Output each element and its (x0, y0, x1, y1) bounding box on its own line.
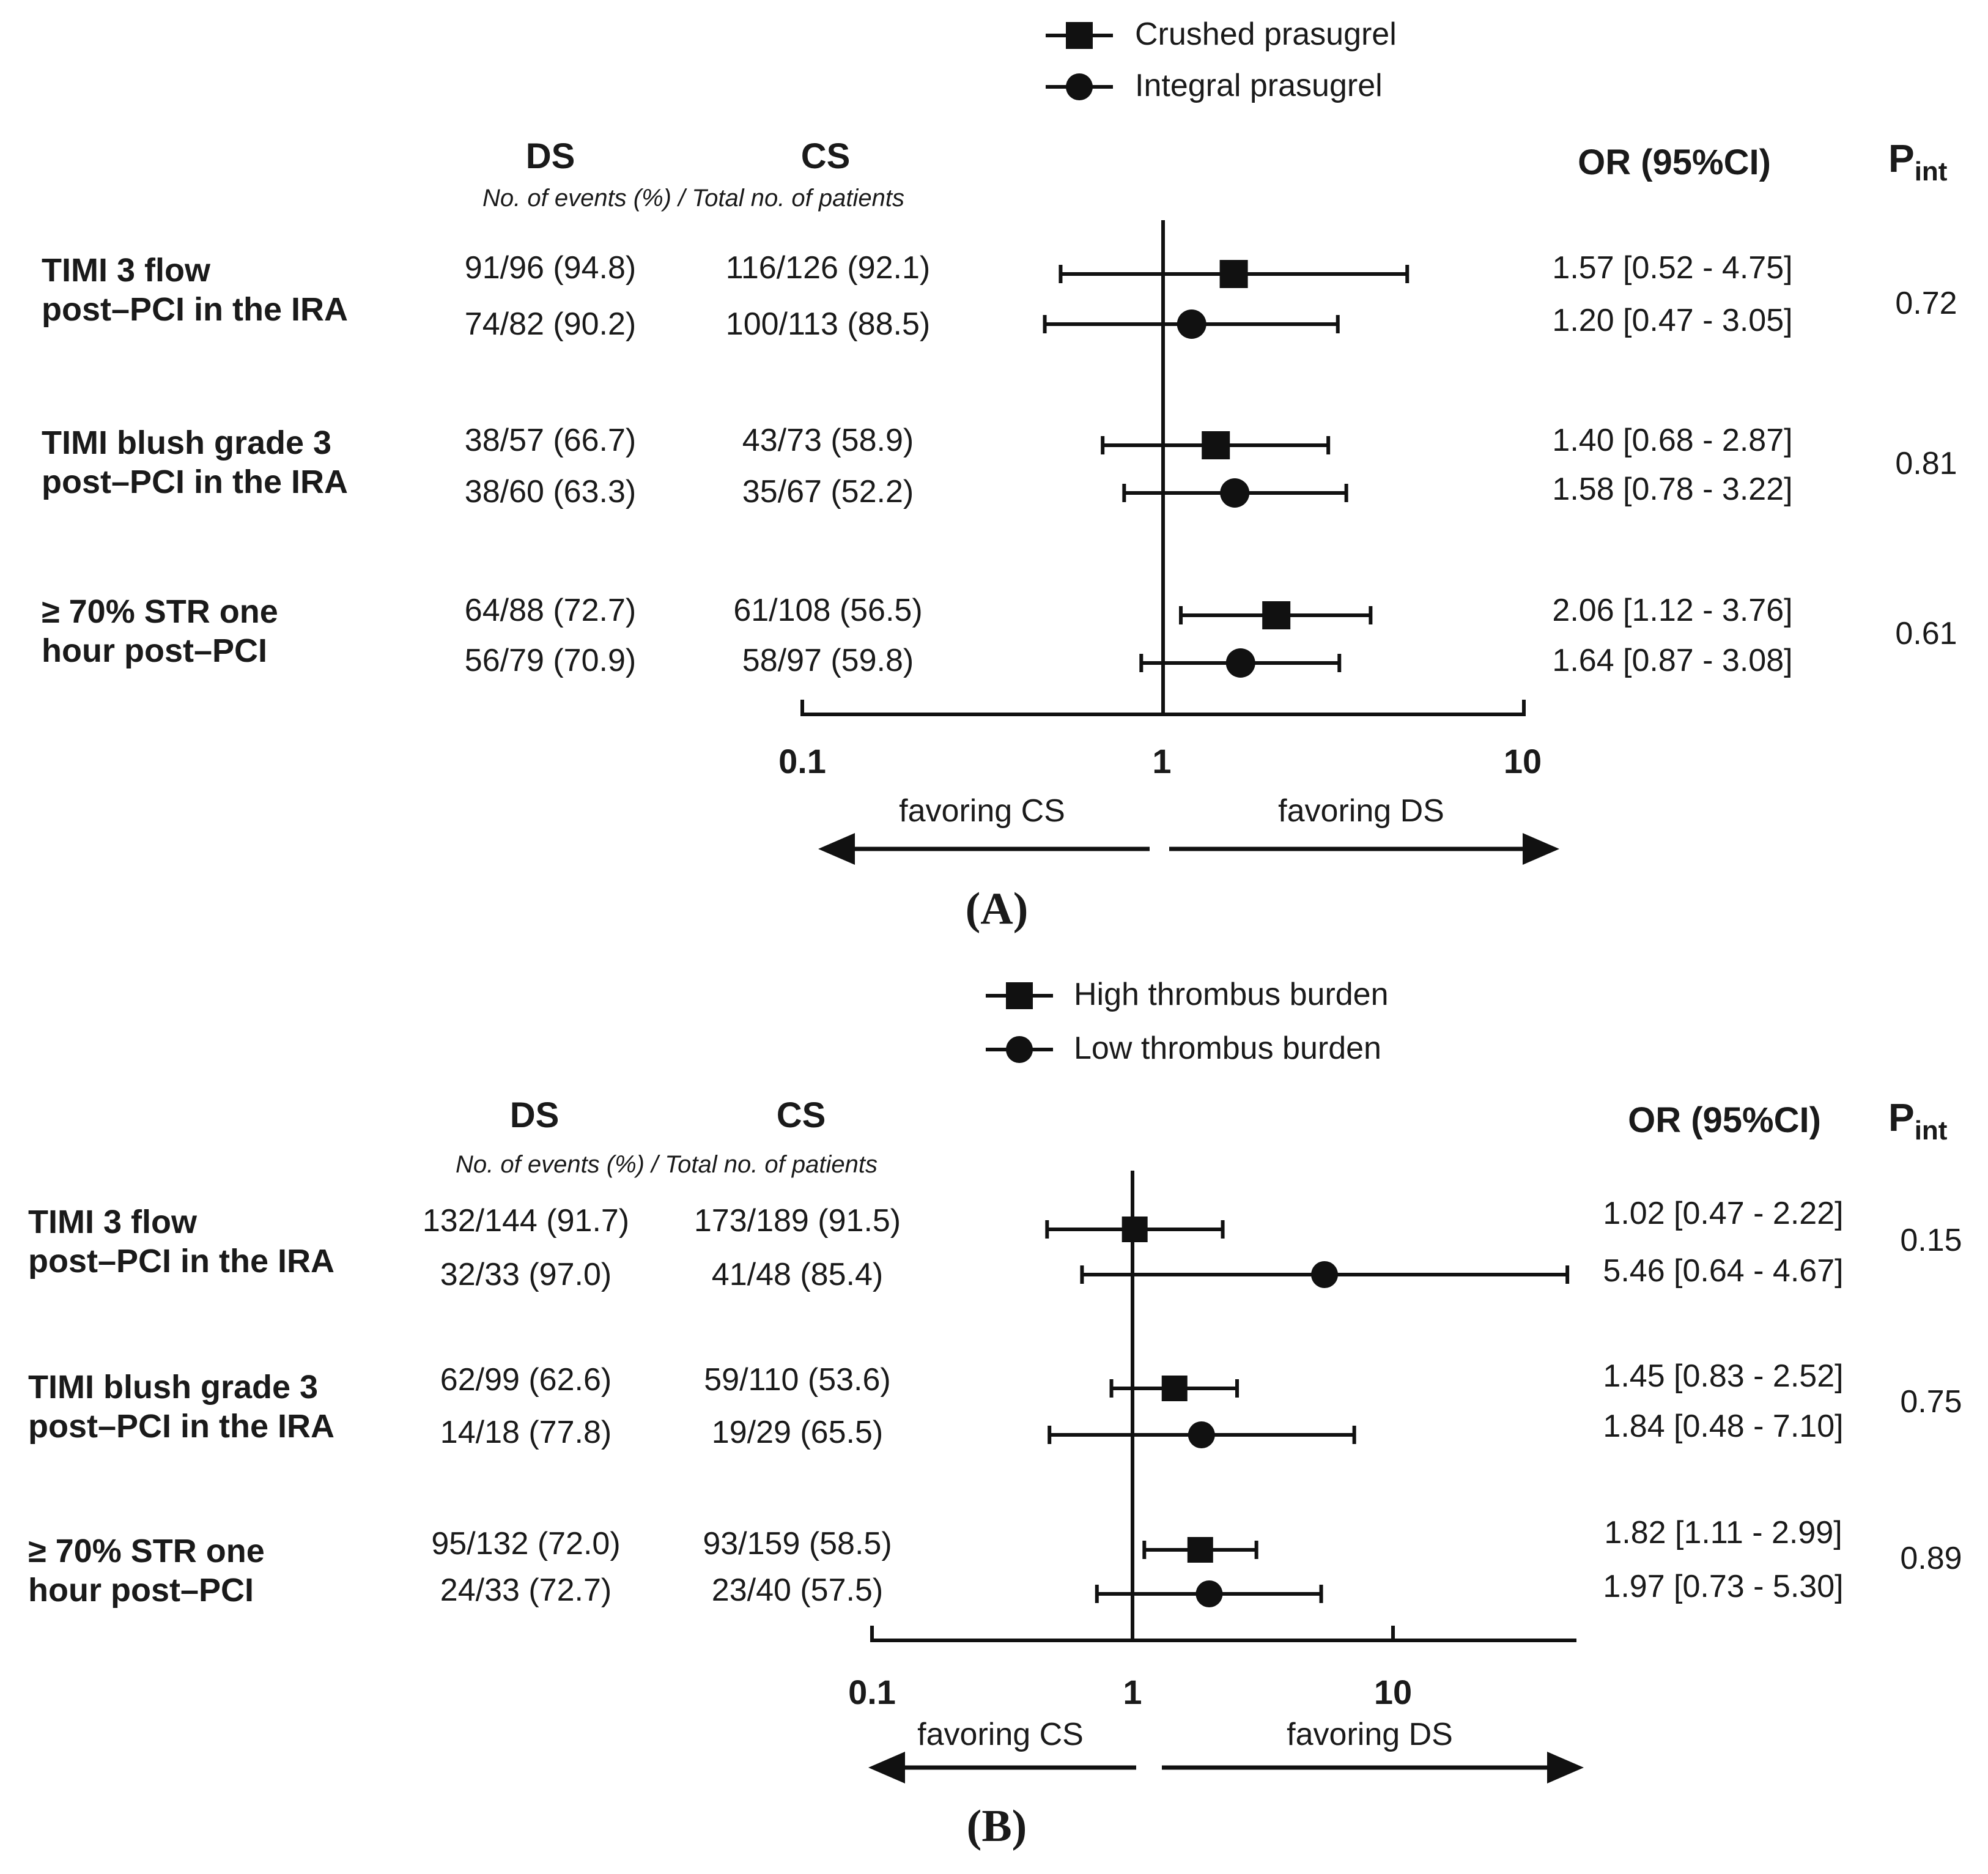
tick-label: 1 (1152, 742, 1172, 780)
outcome-label: ≥ 70% STR one hour post–PCI (42, 593, 278, 669)
ds-cell: 38/60 (63.3) (464, 474, 637, 509)
tick-label: 10 (1373, 1673, 1413, 1711)
point-estimate-circle (1188, 1421, 1215, 1448)
or-cell: 1.02 [0.47 - 2.22] (1603, 1196, 1844, 1231)
ds-cell: 62/99 (62.6) (440, 1362, 612, 1398)
tick-label: 1 (1123, 1673, 1142, 1711)
cs-cell: 100/113 (88.5) (725, 306, 931, 342)
or-cell: 1.58 [0.78 - 3.22] (1552, 472, 1793, 507)
point-estimate-square (1219, 260, 1248, 288)
cs-header: CS (800, 136, 851, 176)
favoring-ds-arrow-head (1523, 833, 1559, 865)
cs-cell: 61/108 (56.5) (733, 593, 923, 628)
pint-header: Pint (1888, 136, 1948, 187)
favoring-cs-arrow-head (818, 833, 855, 865)
or-header: OR (95%CI) (1578, 143, 1771, 182)
pint-value: 0.61 (1895, 616, 1957, 651)
or-cell: 1.57 [0.52 - 4.75] (1552, 250, 1793, 286)
ds-cell: 95/132 (72.0) (431, 1526, 621, 1561)
cs-cell: 59/110 (53.6) (704, 1362, 891, 1398)
legend-label-integral: Integral prasugrel (1135, 68, 1383, 103)
point-estimate-square (1121, 1217, 1148, 1242)
outcome-label: TIMI blush grade 3 post–PCI in the IRA (42, 424, 349, 500)
favoring-cs-label: favoring CS (899, 793, 1065, 829)
legend-label-crushed: Crushed prasugrel (1135, 17, 1397, 52)
tick-label: 0.1 (848, 1673, 896, 1711)
ds-header: DS (525, 136, 575, 176)
point-estimate-square (1187, 1537, 1213, 1563)
or-cell: 2.06 [1.12 - 3.76] (1552, 593, 1793, 628)
or-cell: 1.64 [0.87 - 3.08] (1552, 643, 1793, 678)
events-subtitle: No. of events (%) / Total no. of patient… (456, 1151, 878, 1178)
outcome-label: TIMI 3 flow post–PCI in the IRA (28, 1204, 335, 1280)
pint-header: Pint (1888, 1095, 1948, 1146)
favoring-ds-label: favoring DS (1287, 1717, 1453, 1752)
pint-value: 0.75 (1900, 1384, 1962, 1420)
legend-label-high: High thrombus burden (1074, 977, 1389, 1012)
favoring-cs-arrow-head (868, 1752, 905, 1783)
or-cell: 1.82 [1.11 - 2.99] (1604, 1515, 1842, 1550)
or-cell: 1.40 [0.68 - 2.87] (1552, 423, 1793, 458)
events-subtitle: No. of events (%) / Total no. of patient… (482, 185, 904, 212)
legend-square-marker (1066, 22, 1093, 49)
ds-cell: 14/18 (77.8) (440, 1415, 612, 1450)
ds-header: DS (509, 1095, 560, 1135)
point-estimate-square (1202, 431, 1230, 459)
ds-cell: 32/33 (97.0) (440, 1257, 612, 1292)
legend-circle-marker (1066, 73, 1093, 100)
or-header: OR (95%CI) (1628, 1100, 1821, 1140)
pint-value: 0.81 (1895, 446, 1957, 481)
ds-cell: 24/33 (72.7) (440, 1572, 612, 1608)
tick-label: 10 (1503, 742, 1542, 780)
panel-label: (A) (965, 884, 1029, 934)
tick-label: 0.1 (778, 742, 826, 780)
or-cell: 5.46 [0.64 - 4.67] (1603, 1253, 1844, 1289)
legend-label-low: Low thrombus burden (1074, 1031, 1381, 1066)
outcome-label: TIMI blush grade 3 post–PCI in the IRA (28, 1369, 335, 1445)
point-estimate-circle (1220, 478, 1250, 508)
point-estimate-square (1262, 601, 1291, 629)
pint-value: 0.72 (1895, 286, 1957, 321)
cs-cell: 116/126 (92.1) (725, 250, 931, 286)
favoring-ds-label: favoring DS (1278, 793, 1444, 829)
or-cell: 1.20 [0.47 - 3.05] (1552, 303, 1793, 338)
outcome-label: ≥ 70% STR one hour post–PCI (28, 1533, 265, 1609)
favoring-ds-arrow-head (1547, 1752, 1584, 1783)
ds-cell: 132/144 (91.7) (422, 1203, 630, 1239)
cs-cell: 93/159 (58.5) (703, 1526, 892, 1561)
point-estimate-square (1161, 1376, 1188, 1401)
cs-cell: 19/29 (65.5) (711, 1415, 884, 1450)
point-estimate-circle (1195, 1580, 1223, 1607)
legend-circle-marker (1006, 1036, 1033, 1063)
cs-cell: 35/67 (52.2) (742, 474, 914, 509)
favoring-cs-label: favoring CS (917, 1717, 1084, 1752)
cs-cell: 43/73 (58.9) (742, 423, 914, 458)
ds-cell: 74/82 (90.2) (464, 306, 637, 342)
point-estimate-circle (1311, 1261, 1339, 1288)
outcome-label: TIMI 3 flow post–PCI in the IRA (42, 252, 349, 328)
ds-cell: 91/96 (94.8) (464, 250, 637, 286)
cs-header: CS (776, 1095, 826, 1135)
or-cell: 1.84 [0.48 - 7.10] (1603, 1409, 1844, 1444)
point-estimate-circle (1225, 648, 1255, 678)
cs-cell: 23/40 (57.5) (711, 1572, 884, 1608)
cs-cell: 41/48 (85.4) (711, 1257, 884, 1292)
ds-cell: 64/88 (72.7) (464, 593, 637, 628)
cs-cell: 173/189 (91.5) (693, 1203, 901, 1239)
or-cell: 1.97 [0.73 - 5.30] (1603, 1569, 1844, 1604)
point-estimate-circle (1177, 309, 1206, 339)
or-cell: 1.45 [0.83 - 2.52] (1603, 1358, 1844, 1394)
ds-cell: 56/79 (70.9) (464, 643, 637, 678)
pint-value: 0.15 (1900, 1223, 1962, 1258)
legend-square-marker (1006, 982, 1033, 1009)
panel-label: (B) (966, 1801, 1027, 1851)
cs-cell: 58/97 (59.8) (742, 643, 914, 678)
ds-cell: 38/57 (66.7) (464, 423, 637, 458)
pint-value: 0.89 (1900, 1541, 1962, 1576)
